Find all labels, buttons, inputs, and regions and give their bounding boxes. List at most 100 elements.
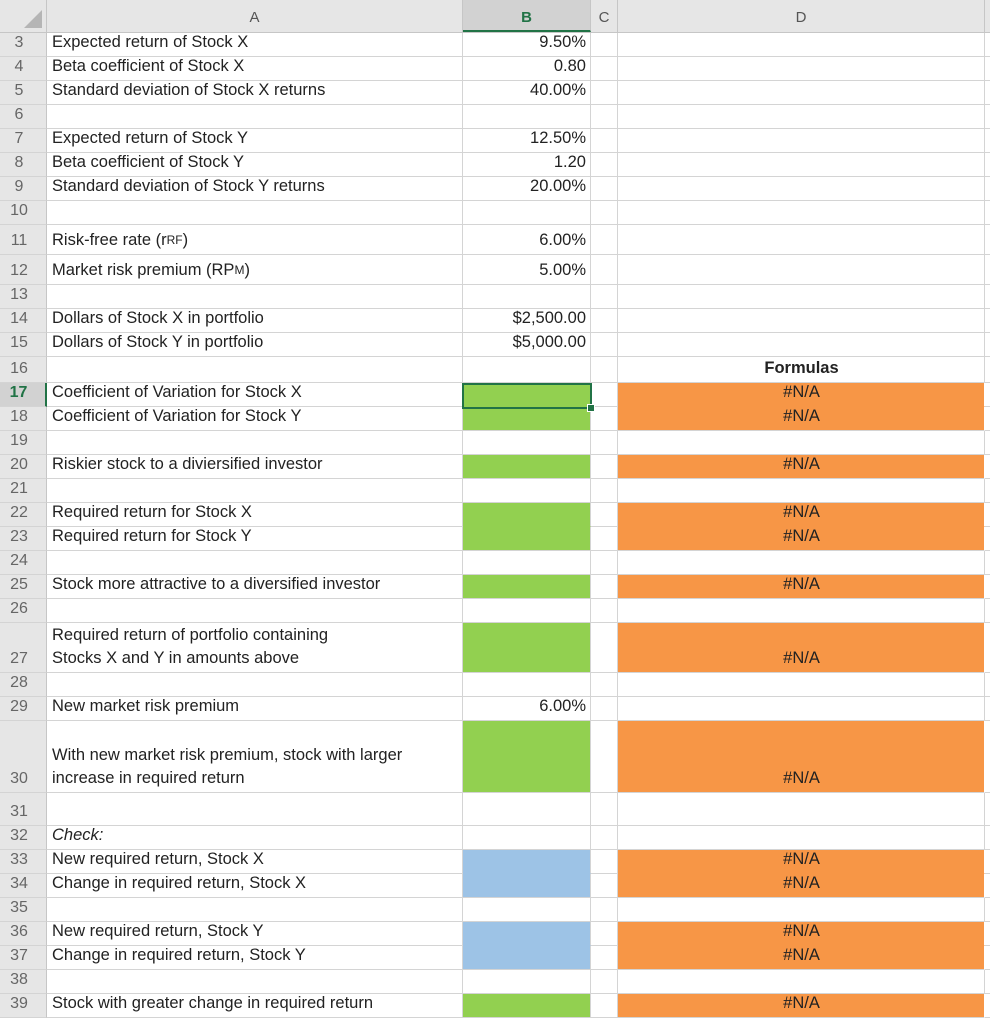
cell-a20[interactable]: Riskier stock to a diviersified investor bbox=[47, 455, 463, 479]
row-header-19[interactable]: 19 bbox=[0, 431, 47, 455]
cell-e3[interactable] bbox=[985, 33, 990, 57]
cell-d33[interactable]: #N/A bbox=[618, 850, 985, 874]
cell-b36[interactable] bbox=[463, 922, 591, 946]
cell-b39[interactable] bbox=[463, 994, 591, 1018]
cell-c24[interactable] bbox=[591, 551, 618, 575]
cell-a17[interactable]: Coefficient of Variation for Stock X bbox=[47, 383, 463, 407]
cell-a31[interactable] bbox=[47, 793, 463, 826]
cell-b35[interactable] bbox=[463, 898, 591, 922]
cell-d36[interactable]: #N/A bbox=[618, 922, 985, 946]
cell-e28[interactable] bbox=[985, 673, 990, 697]
cell-a12[interactable]: Market risk premium (RP M) bbox=[47, 255, 463, 285]
cell-e6[interactable] bbox=[985, 105, 990, 129]
cell-a13[interactable] bbox=[47, 285, 463, 309]
cell-a23[interactable]: Required return for Stock Y bbox=[47, 527, 463, 551]
cell-e37[interactable] bbox=[985, 946, 990, 970]
cell-c4[interactable] bbox=[591, 57, 618, 81]
row-header-21[interactable]: 21 bbox=[0, 479, 47, 503]
cell-a19[interactable] bbox=[47, 431, 463, 455]
cell-a15[interactable]: Dollars of Stock Y in portfolio bbox=[47, 333, 463, 357]
cell-e27[interactable] bbox=[985, 623, 990, 673]
cell-b22[interactable] bbox=[463, 503, 591, 527]
cell-c5[interactable] bbox=[591, 81, 618, 105]
cell-a21[interactable] bbox=[47, 479, 463, 503]
cell-e19[interactable] bbox=[985, 431, 990, 455]
cell-e38[interactable] bbox=[985, 970, 990, 994]
cell-b20[interactable] bbox=[463, 455, 591, 479]
cell-e36[interactable] bbox=[985, 922, 990, 946]
cell-b9[interactable]: 20.00% bbox=[463, 177, 591, 201]
column-header-d[interactable]: D bbox=[618, 0, 985, 32]
row-header-26[interactable]: 26 bbox=[0, 599, 47, 623]
row-header-10[interactable]: 10 bbox=[0, 201, 47, 225]
cell-c20[interactable] bbox=[591, 455, 618, 479]
row-header-14[interactable]: 14 bbox=[0, 309, 47, 333]
cell-b4[interactable]: 0.80 bbox=[463, 57, 591, 81]
cell-d24[interactable] bbox=[618, 551, 985, 575]
cell-b26[interactable] bbox=[463, 599, 591, 623]
row-header-11[interactable]: 11 bbox=[0, 225, 47, 255]
cell-a28[interactable] bbox=[47, 673, 463, 697]
cell-c16[interactable] bbox=[591, 357, 618, 383]
cell-c26[interactable] bbox=[591, 599, 618, 623]
cell-c28[interactable] bbox=[591, 673, 618, 697]
cell-d37[interactable]: #N/A bbox=[618, 946, 985, 970]
cell-d19[interactable] bbox=[618, 431, 985, 455]
cell-b21[interactable] bbox=[463, 479, 591, 503]
cell-c8[interactable] bbox=[591, 153, 618, 177]
cell-e24[interactable] bbox=[985, 551, 990, 575]
cell-b15[interactable]: $5,000.00 bbox=[463, 333, 591, 357]
row-header-12[interactable]: 12 bbox=[0, 255, 47, 285]
cell-d16[interactable]: Formulas bbox=[618, 357, 985, 383]
cell-d31[interactable] bbox=[618, 793, 985, 826]
cell-d18[interactable]: #N/A bbox=[618, 407, 985, 431]
cell-c23[interactable] bbox=[591, 527, 618, 551]
cell-e5[interactable] bbox=[985, 81, 990, 105]
cell-c29[interactable] bbox=[591, 697, 618, 721]
cell-d29[interactable] bbox=[618, 697, 985, 721]
cell-b37[interactable] bbox=[463, 946, 591, 970]
cell-d21[interactable] bbox=[618, 479, 985, 503]
row-header-18[interactable]: 18 bbox=[0, 407, 47, 431]
cell-e17[interactable] bbox=[985, 383, 990, 407]
cell-c27[interactable] bbox=[591, 623, 618, 673]
row-header-7[interactable]: 7 bbox=[0, 129, 47, 153]
cell-e21[interactable] bbox=[985, 479, 990, 503]
cell-a38[interactable] bbox=[47, 970, 463, 994]
cell-b10[interactable] bbox=[463, 201, 591, 225]
cell-b18[interactable] bbox=[463, 407, 591, 431]
cell-a9[interactable]: Standard deviation of Stock Y returns bbox=[47, 177, 463, 201]
row-header-22[interactable]: 22 bbox=[0, 503, 47, 527]
cell-e8[interactable] bbox=[985, 153, 990, 177]
cell-c30[interactable] bbox=[591, 721, 618, 793]
cell-d3[interactable] bbox=[618, 33, 985, 57]
cell-c37[interactable] bbox=[591, 946, 618, 970]
cell-d20[interactable]: #N/A bbox=[618, 455, 985, 479]
cell-a14[interactable]: Dollars of Stock X in portfolio bbox=[47, 309, 463, 333]
cell-b6[interactable] bbox=[463, 105, 591, 129]
cell-a26[interactable] bbox=[47, 599, 463, 623]
cell-a37[interactable]: Change in required return, Stock Y bbox=[47, 946, 463, 970]
cell-a6[interactable] bbox=[47, 105, 463, 129]
cell-e11[interactable] bbox=[985, 225, 990, 255]
row-header-8[interactable]: 8 bbox=[0, 153, 47, 177]
row-header-34[interactable]: 34 bbox=[0, 874, 47, 898]
cell-a27[interactable]: Required return of portfolio containing … bbox=[47, 623, 463, 673]
cell-e32[interactable] bbox=[985, 826, 990, 850]
cell-c34[interactable] bbox=[591, 874, 618, 898]
row-header-13[interactable]: 13 bbox=[0, 285, 47, 309]
cell-a39[interactable]: Stock with greater change in required re… bbox=[47, 994, 463, 1018]
cell-d4[interactable] bbox=[618, 57, 985, 81]
cell-c6[interactable] bbox=[591, 105, 618, 129]
row-header-25[interactable]: 25 bbox=[0, 575, 47, 599]
cell-a33[interactable]: New required return, Stock X bbox=[47, 850, 463, 874]
cell-c3[interactable] bbox=[591, 33, 618, 57]
cell-e20[interactable] bbox=[985, 455, 990, 479]
cell-b28[interactable] bbox=[463, 673, 591, 697]
cell-d17[interactable]: #N/A bbox=[618, 383, 985, 407]
cell-a7[interactable]: Expected return of Stock Y bbox=[47, 129, 463, 153]
row-header-5[interactable]: 5 bbox=[0, 81, 47, 105]
cell-e9[interactable] bbox=[985, 177, 990, 201]
row-header-27[interactable]: 27 bbox=[0, 623, 47, 673]
cell-e13[interactable] bbox=[985, 285, 990, 309]
